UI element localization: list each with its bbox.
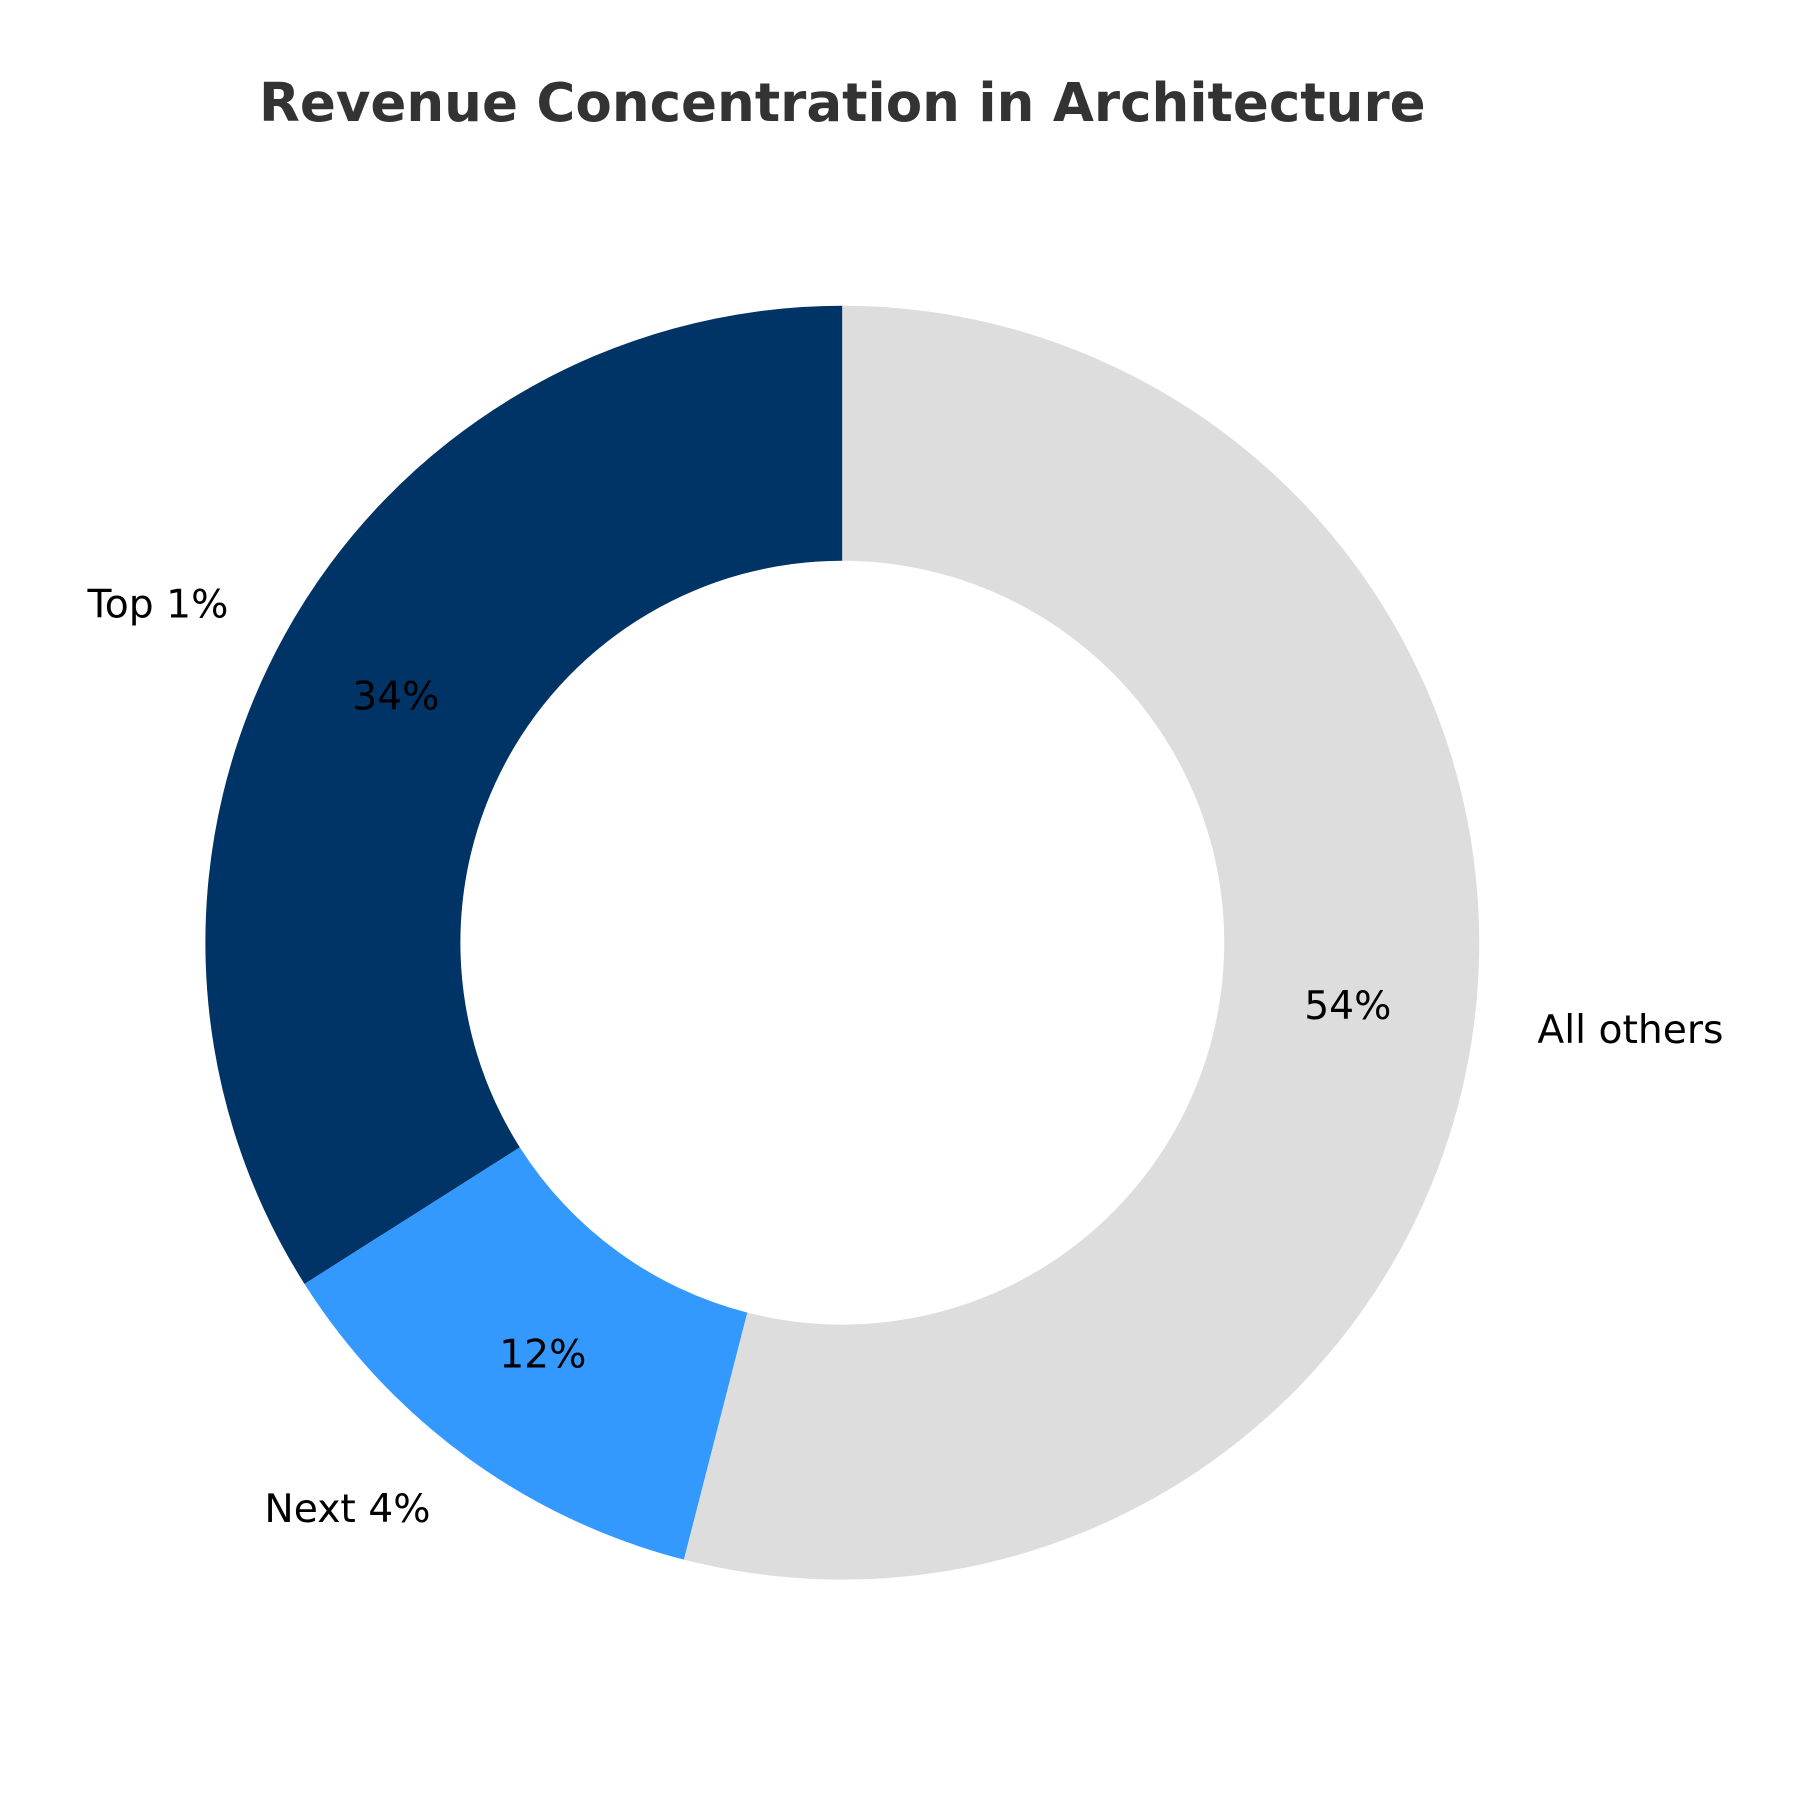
category-label: Next 4% — [264, 1487, 430, 1532]
chart-title: Revenue Concentration in Architecture — [259, 72, 1426, 134]
slice-all-others — [683, 305, 1480, 1580]
percent-label: 54% — [1304, 984, 1391, 1029]
slice-next-4- — [304, 1147, 748, 1560]
category-label: All others — [1537, 1008, 1723, 1053]
percent-label: 12% — [499, 1332, 586, 1377]
category-label: Top 1% — [86, 583, 228, 628]
percent-label: 34% — [352, 675, 439, 720]
slice-top-1- — [205, 305, 843, 1284]
